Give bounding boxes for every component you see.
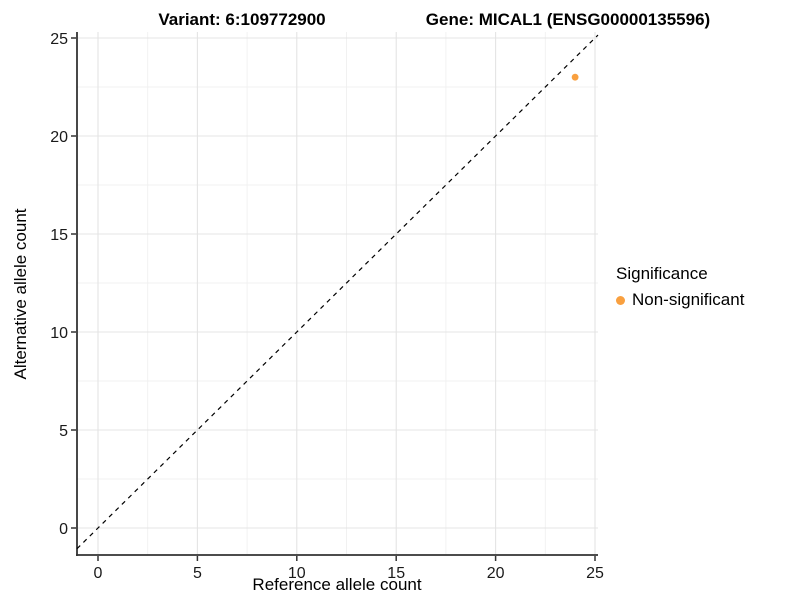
plot-title-variant: Variant: 6:109772900: [158, 10, 326, 29]
legend-title: Significance: [616, 264, 708, 283]
y-axis-title: Alternative allele count: [11, 208, 30, 380]
identity-line: [76, 34, 599, 550]
plot-title-gene: Gene: MICAL1 (ENSG00000135596): [425, 10, 711, 29]
y-tick-label: 5: [59, 423, 68, 440]
x-tick-label: 20: [487, 565, 505, 582]
y-tick-label: 25: [50, 31, 68, 48]
x-tick-label: 5: [193, 565, 202, 582]
x-tick-label: 10: [288, 565, 306, 582]
x-axis-title: Reference allele count: [252, 575, 422, 594]
legend-point-icon: [616, 295, 625, 305]
x-tick-label: 15: [387, 565, 405, 582]
x-tick-label: 0: [94, 565, 103, 582]
y-tick-label: 15: [50, 227, 68, 244]
y-tick-label: 10: [50, 325, 68, 342]
y-tick-label: 0: [59, 521, 68, 538]
legend-item: Non-significant: [616, 290, 744, 310]
legend: Significance Non-significant: [616, 264, 744, 310]
legend-item-label: Non-significant: [632, 290, 745, 309]
y-tick-label: 20: [50, 129, 68, 146]
x-tick-label: 25: [586, 565, 604, 582]
data-point: [571, 73, 579, 81]
